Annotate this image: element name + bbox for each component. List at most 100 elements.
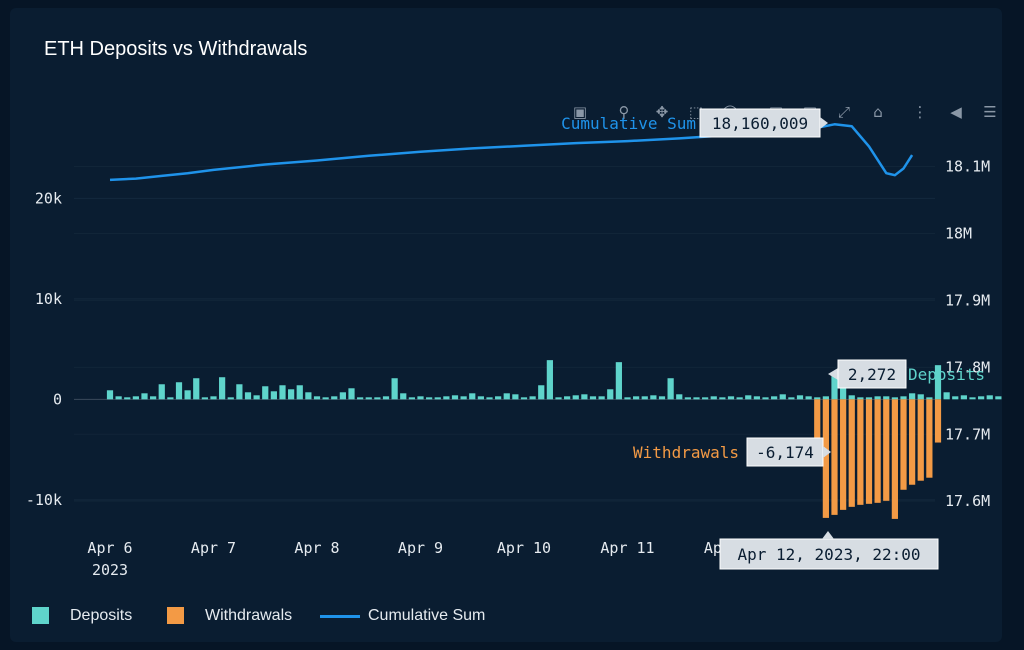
deposit-bar — [891, 397, 898, 400]
deposit-bar — [503, 393, 510, 400]
deposit-bar — [124, 397, 131, 400]
withdrawal-bar — [857, 399, 864, 505]
hover-cumulative-pointer — [820, 117, 828, 129]
deposit-bar — [486, 397, 493, 400]
deposit-bar — [150, 396, 157, 400]
chart-title: ETH Deposits vs Withdrawals — [44, 38, 308, 60]
withdrawal-bar — [900, 399, 907, 490]
deposit-bar — [106, 390, 114, 400]
deposit-bar — [236, 384, 243, 400]
hover-withdrawals-series: Withdrawals — [633, 443, 739, 462]
deposit-bar — [650, 395, 657, 400]
deposit-bar — [865, 397, 873, 400]
deposit-bar — [960, 395, 967, 400]
autoscale-icon[interactable]: ⤢ — [837, 103, 850, 121]
deposit-bar — [219, 377, 226, 400]
y-left-tick-label: 20k — [35, 189, 62, 207]
deposit-bar — [451, 395, 459, 400]
y-left-tick-label: -10k — [26, 491, 62, 509]
withdrawal-bar — [926, 399, 933, 478]
reset-axes-icon[interactable]: ⌂ — [873, 103, 883, 121]
spike-lines-icon[interactable]: ⋮ — [912, 103, 928, 121]
hover-cumulative: 18,160,009 — [699, 108, 828, 138]
x-tick-label: Apr 6 — [87, 539, 132, 557]
deposit-bar — [262, 386, 269, 400]
deposit-bar — [702, 397, 709, 400]
camera-icon[interactable]: ▣ — [572, 103, 588, 121]
deposit-bar — [676, 394, 683, 400]
y-left-tick-label: 10k — [35, 290, 62, 308]
withdrawal-bar — [865, 399, 873, 504]
deposit-bar — [313, 396, 321, 400]
deposit-bar — [615, 362, 622, 400]
legend-label-deposits: Deposits — [70, 607, 133, 624]
deposit-bar — [529, 396, 536, 400]
withdrawal-bar — [831, 399, 838, 515]
hover-compare-icon[interactable]: ☰ — [983, 103, 997, 121]
deposit-bar — [667, 378, 674, 400]
deposit-bar — [357, 397, 364, 400]
hover-withdrawals-box — [746, 437, 824, 467]
deposit-bar — [201, 397, 208, 400]
hover-withdrawals-value: -6,174 — [756, 443, 814, 462]
withdrawal-bar — [883, 399, 890, 501]
hover-deposits-series: Deposits — [908, 365, 985, 384]
deposit-bar — [986, 395, 993, 400]
withdrawal-bar — [934, 399, 942, 443]
deposit-bar — [934, 365, 942, 400]
deposit-bar — [288, 389, 295, 400]
deposit-bar — [564, 396, 571, 400]
deposit-bar — [857, 397, 864, 400]
withdrawal-bar — [822, 399, 829, 518]
bars-layer — [106, 360, 1002, 519]
hover-withdrawals-pointer — [823, 446, 831, 458]
deposit-bar — [900, 396, 907, 400]
deposit-bar — [408, 397, 415, 400]
zoom-icon[interactable]: ⚲ — [618, 103, 630, 121]
deposit-bar — [684, 397, 691, 400]
deposit-bar — [658, 396, 666, 400]
deposit-bar — [460, 396, 467, 400]
withdrawal-bar — [874, 399, 881, 503]
deposit-bar — [978, 396, 985, 400]
deposit-bar — [270, 391, 277, 400]
deposit-bar — [926, 397, 933, 400]
deposit-bar — [477, 396, 484, 400]
deposit-bar — [184, 390, 191, 400]
deposit-bar — [132, 396, 139, 400]
withdrawal-bar — [840, 399, 847, 510]
deposit-bar — [400, 393, 407, 400]
pan-icon[interactable]: ✥ — [655, 103, 669, 121]
deposit-bar — [589, 396, 597, 400]
deposit-bar — [952, 396, 959, 400]
deposit-bar — [771, 396, 778, 400]
hover-x-value: Apr 12, 2023, 22:00 — [737, 545, 920, 564]
deposit-bar — [167, 397, 174, 400]
deposit-bar — [175, 382, 183, 400]
withdrawal-bar — [848, 399, 855, 507]
deposit-bar — [555, 397, 562, 400]
deposit-bar — [348, 388, 355, 400]
deposit-bar — [193, 378, 200, 400]
deposit-bar — [512, 394, 519, 400]
deposit-bar — [598, 396, 605, 400]
deposit-bar — [848, 395, 855, 400]
legend-label-cumulative: Cumulative Sum — [368, 607, 486, 624]
grid-layer — [74, 166, 935, 502]
withdrawal-bar — [917, 399, 924, 481]
hover-layer: 18,160,009 Cumulative Sum 2,272 Deposits -6,… — [561, 108, 985, 570]
legend-line-cumulative — [320, 615, 360, 618]
legend-swatch-deposits — [32, 607, 49, 624]
deposit-bar — [305, 392, 312, 400]
hover-closest-icon[interactable]: ◀ — [950, 103, 962, 121]
deposit-bar — [391, 378, 398, 400]
deposit-bar — [141, 393, 148, 400]
y-right-tick-label: 17.9M — [945, 291, 990, 309]
hover-deposits-box — [837, 359, 907, 389]
deposit-bar — [279, 385, 286, 400]
deposit-bar — [995, 396, 1002, 400]
deposit-bar — [374, 397, 381, 400]
deposit-bar — [322, 397, 329, 400]
deposit-bar — [909, 393, 916, 400]
withdrawal-bar — [909, 399, 916, 485]
